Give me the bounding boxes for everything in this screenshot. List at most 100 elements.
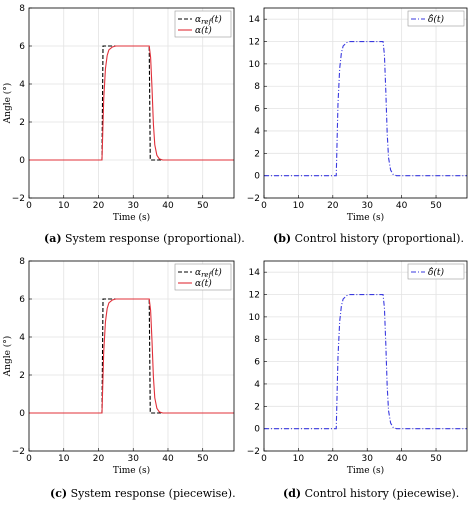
x-tick-label: 20 [93,454,105,464]
legend-box [407,10,465,27]
y-tick-label: 12 [249,38,260,48]
y-tick-label: 0 [19,156,25,166]
y-axis-label: Angle (°) [2,83,13,125]
y-tick-label: 6 [19,295,25,305]
y-tick-label: 2 [19,118,25,128]
legend-box [174,10,232,38]
y-tick-label: 2 [254,149,260,159]
legend: αref(t)α(t) [174,10,232,38]
series-line-1 [264,293,467,430]
x-tick-label: 0 [26,201,32,211]
legend-box [174,263,232,291]
y-tick-label: 0 [254,172,260,182]
legend-label-alpha: α(t) [195,25,212,36]
caption-a-text: System response (proportional). [61,232,245,245]
caption-c: (c) System response (piecewise). [50,487,236,500]
legend-label-alpha-ref: αref(t) [195,267,222,279]
caption-d-label: (d) [283,487,302,500]
legend-label-alpha: α(t) [195,278,212,289]
x-axis-label: Time (s) [113,465,150,476]
series-line-2 [29,298,234,414]
x-tick-label: 0 [26,454,32,464]
series-line-1 [29,45,234,161]
y-tick-label: 0 [254,425,260,435]
x-tick-label: 50 [197,201,209,211]
series-line-1 [264,40,467,177]
y-tick-label: −2 [12,447,25,457]
plot-frame [263,260,468,452]
y-tick-label: 8 [19,257,25,267]
series-line-1 [29,298,234,414]
x-tick-label: 50 [430,201,442,211]
caption-d: (d) Control history (piecewise). [283,487,459,500]
caption-a-label: (a) [44,232,62,245]
legend: δ̂(t) [407,10,465,27]
y-tick-label: 4 [19,80,25,90]
y-tick-label: −2 [12,194,25,204]
x-axis-label: Time (s) [347,212,384,223]
caption-b: (b) Control history (proportional). [273,232,464,245]
plot-frame [28,260,235,452]
x-tick-label: 10 [293,454,305,464]
y-tick-label: 4 [19,333,25,343]
legend: δ̂(t) [407,263,465,280]
series-line-2 [29,45,234,161]
legend: αref(t)α(t) [174,263,232,291]
y-tick-label: −2 [247,447,260,457]
plot-frame [28,7,235,199]
x-tick-label: 10 [293,201,305,211]
y-tick-label: 10 [249,60,261,70]
y-tick-label: 14 [249,15,261,25]
x-tick-label: 10 [58,454,70,464]
x-axis-label: Time (s) [113,212,150,223]
x-tick-label: 10 [58,201,70,211]
y-tick-label: 0 [19,409,25,419]
x-tick-label: 20 [327,201,339,211]
x-tick-label: 30 [128,201,140,211]
x-tick-label: 20 [327,454,339,464]
y-tick-label: 6 [19,42,25,52]
caption-d-text: Control history (piecewise). [301,487,460,500]
y-tick-label: 6 [254,105,260,115]
legend-box [407,263,465,280]
y-tick-label: 2 [19,371,25,381]
x-tick-label: 0 [261,454,267,464]
x-tick-label: 0 [261,201,267,211]
y-axis-label: Angle (°) [2,336,13,378]
x-tick-label: 20 [93,201,105,211]
y-tick-label: 12 [249,291,260,301]
legend-label-delta-hat: δ̂(t) [428,267,445,278]
y-tick-label: 4 [254,380,260,390]
caption-c-text: System response (piecewise). [67,487,236,500]
caption-b-text: Control history (proportional). [291,232,464,245]
legend-label-delta-hat: δ̂(t) [428,14,445,25]
x-tick-label: 40 [162,201,174,211]
y-tick-label: 6 [254,358,260,368]
x-axis-label: Time (s) [347,465,384,476]
x-tick-label: 40 [162,454,174,464]
y-tick-label: 14 [249,268,261,278]
y-tick-label: 8 [19,4,25,14]
x-tick-label: 50 [197,454,209,464]
x-tick-label: 30 [361,454,373,464]
x-tick-label: 30 [361,201,373,211]
y-tick-label: 10 [249,313,261,323]
y-tick-label: 8 [254,335,260,345]
y-tick-label: 4 [254,127,260,137]
x-tick-label: 40 [396,201,408,211]
legend-label-alpha-ref: αref(t) [195,14,222,26]
x-tick-label: 40 [396,454,408,464]
y-tick-label: −2 [247,194,260,204]
caption-c-label: (c) [50,487,68,500]
x-tick-label: 30 [128,454,140,464]
plot-frame [263,7,468,199]
y-tick-label: 8 [254,82,260,92]
caption-b-label: (b) [273,232,292,245]
x-tick-label: 50 [430,454,442,464]
y-tick-label: 2 [254,402,260,412]
